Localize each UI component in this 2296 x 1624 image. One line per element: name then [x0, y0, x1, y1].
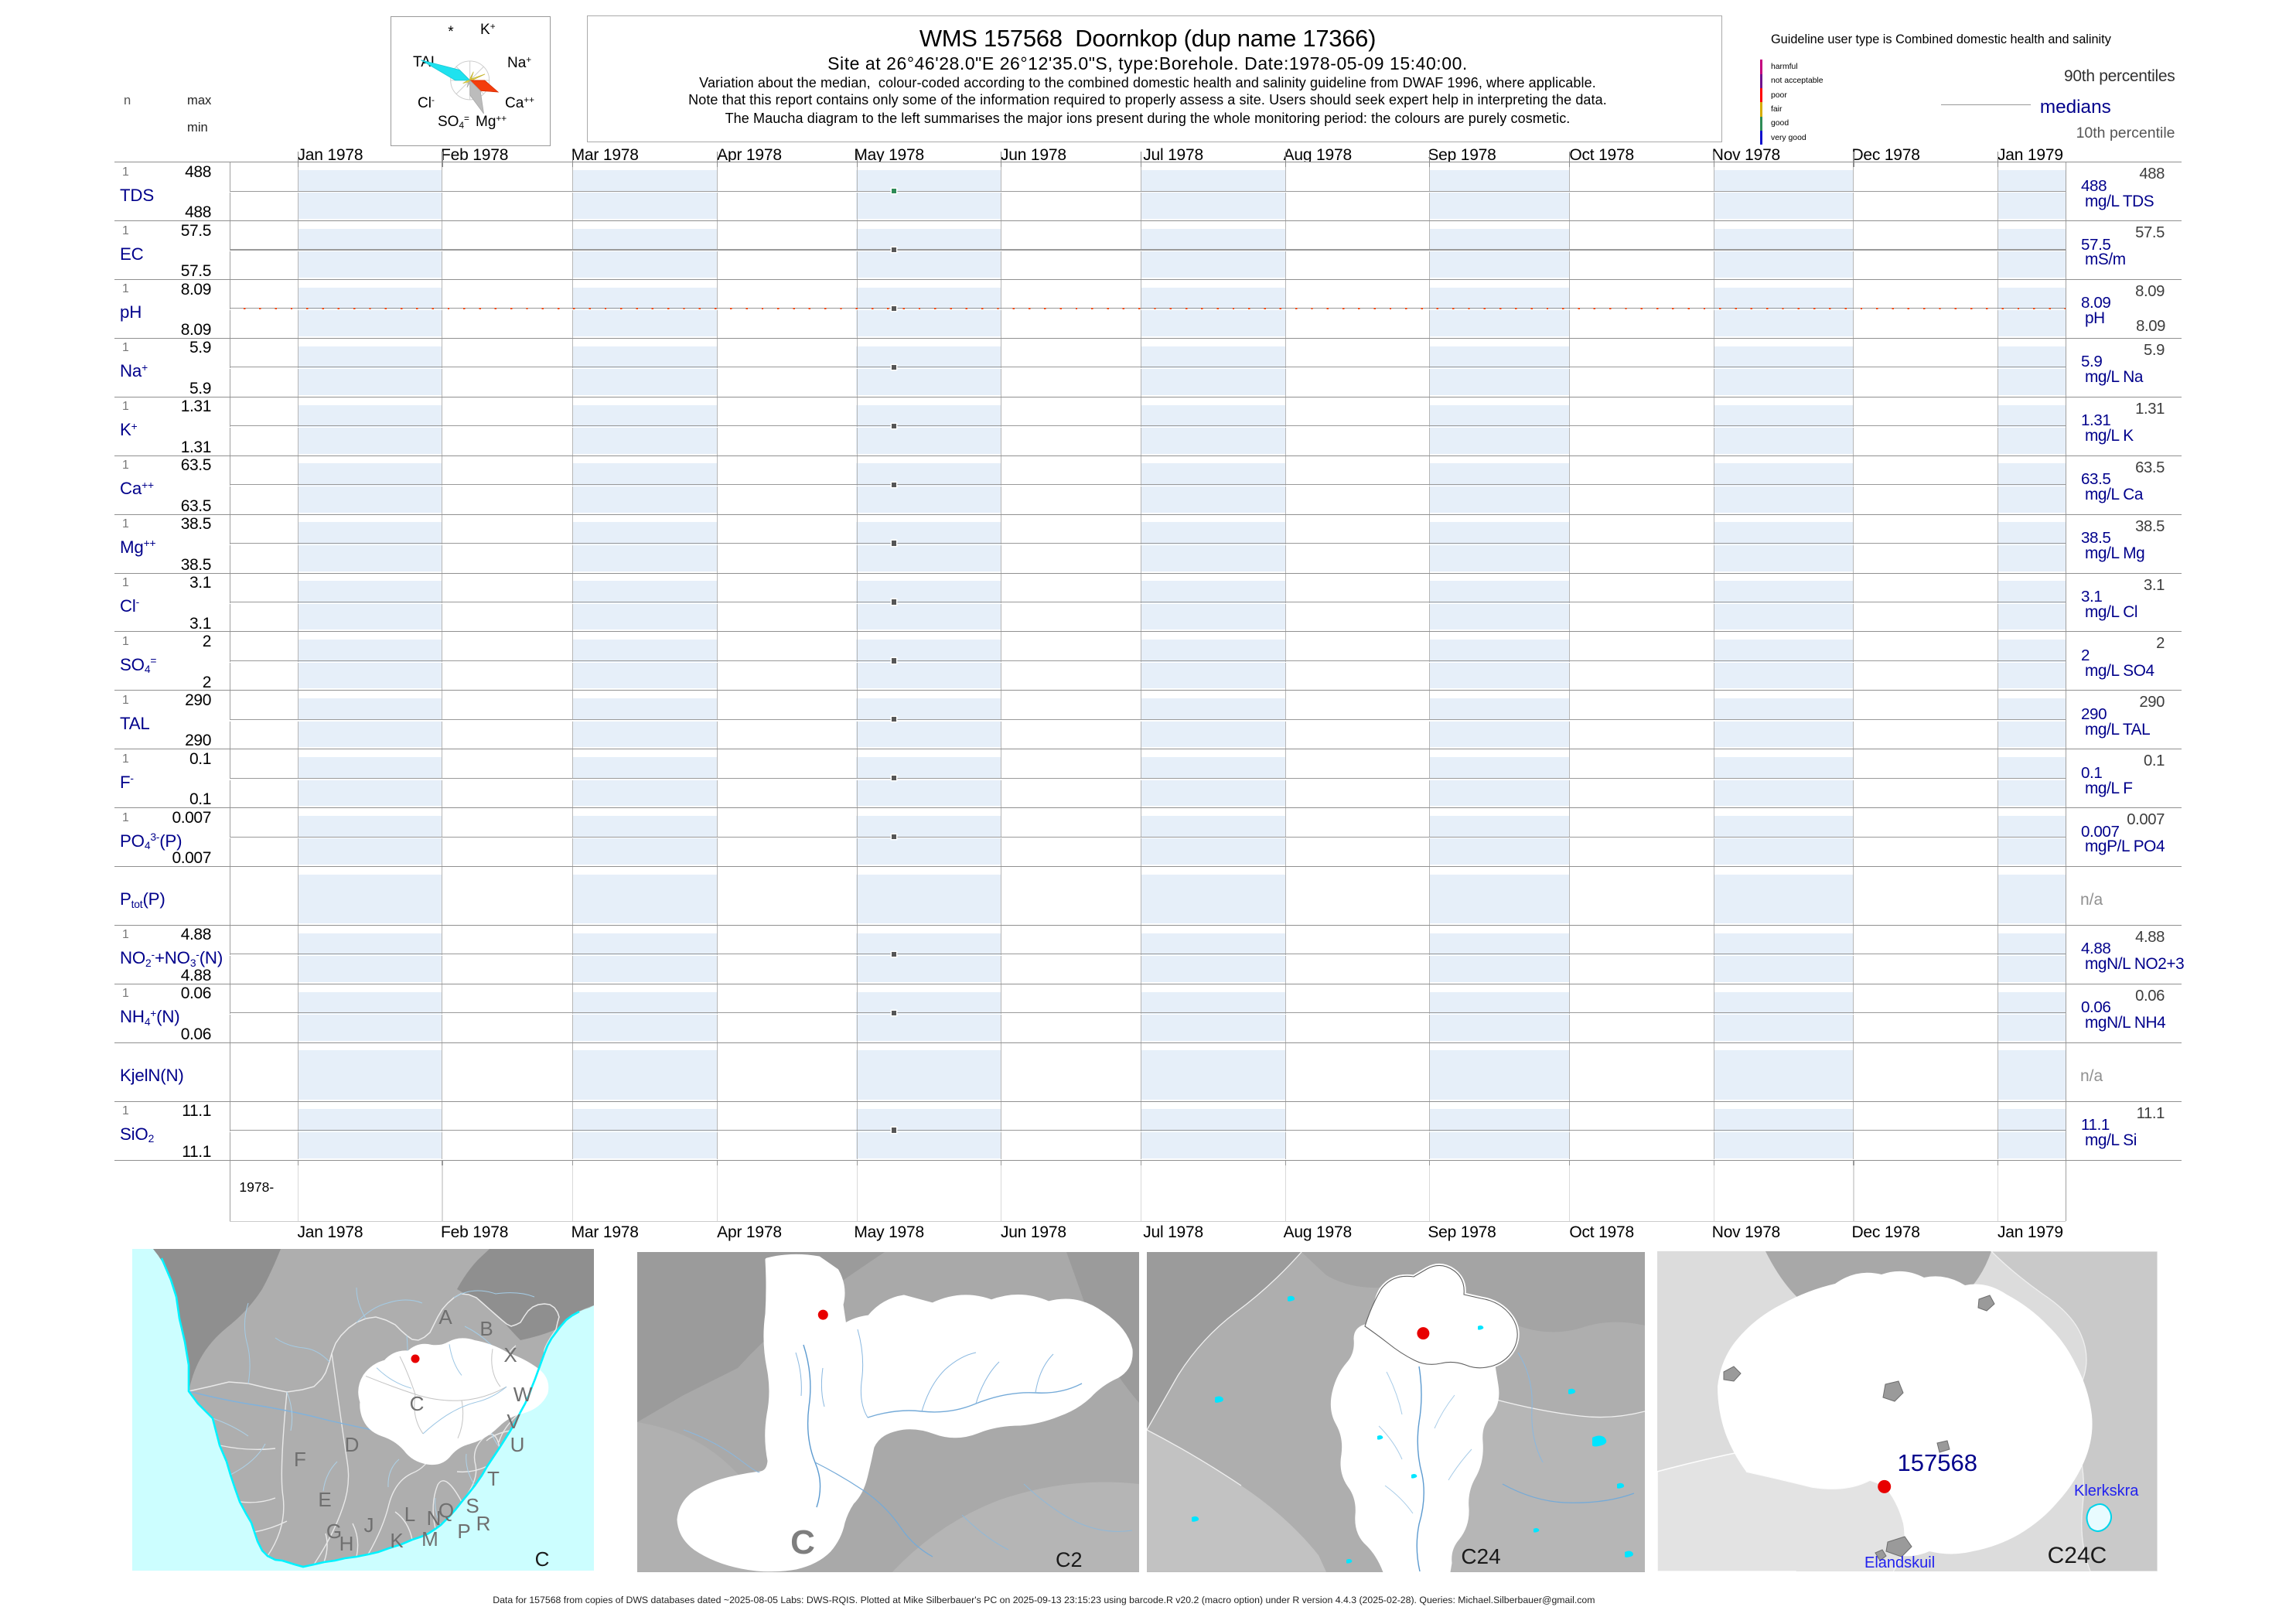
svg-text:Elandskuil: Elandskuil [1864, 1554, 1935, 1571]
svg-text:X: X [503, 1343, 517, 1366]
svg-text:J: J [364, 1513, 374, 1537]
svg-text:C24: C24 [1461, 1544, 1500, 1568]
svg-text:Q: Q [438, 1499, 454, 1522]
svg-text:P: P [457, 1520, 470, 1543]
svg-text:H: H [339, 1532, 354, 1555]
svg-text:T: T [487, 1467, 500, 1490]
svg-text:C2: C2 [1056, 1548, 1083, 1571]
svg-text:C: C [790, 1523, 815, 1561]
svg-text:A: A [438, 1305, 452, 1329]
svg-text:S: S [466, 1494, 479, 1517]
svg-text:F: F [294, 1448, 306, 1471]
svg-text:C24C: C24C [2048, 1543, 2107, 1568]
svg-text:157568: 157568 [1898, 1449, 1977, 1476]
svg-text:E: E [318, 1488, 331, 1511]
svg-text:D: D [345, 1433, 360, 1456]
svg-text:C: C [410, 1392, 425, 1415]
svg-text:C: C [535, 1547, 550, 1571]
svg-text:L: L [404, 1503, 415, 1526]
svg-text:M: M [421, 1527, 438, 1551]
svg-text:V: V [507, 1410, 520, 1433]
svg-text:N: N [427, 1506, 442, 1530]
svg-text:G: G [326, 1520, 342, 1543]
svg-text:Klerkskra: Klerkskra [2074, 1482, 2139, 1499]
svg-text:B: B [479, 1317, 493, 1340]
svg-text:K: K [390, 1529, 404, 1552]
svg-text:U: U [510, 1433, 525, 1456]
svg-text:R: R [476, 1512, 491, 1535]
svg-text:W: W [513, 1383, 533, 1406]
